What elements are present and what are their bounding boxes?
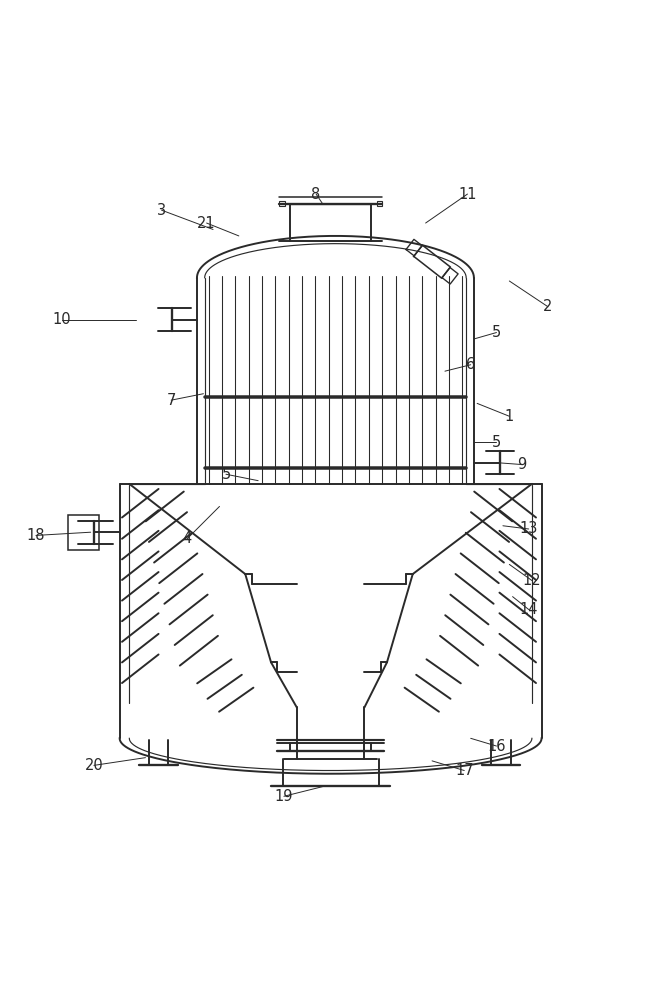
Text: 16: 16 xyxy=(487,739,506,754)
Text: 10: 10 xyxy=(53,312,71,327)
Text: 21: 21 xyxy=(197,216,216,231)
Text: 18: 18 xyxy=(27,528,45,543)
Text: 13: 13 xyxy=(519,521,538,536)
Text: 7: 7 xyxy=(166,393,176,408)
Text: 2: 2 xyxy=(544,299,553,314)
Text: 5: 5 xyxy=(221,467,230,482)
Text: 9: 9 xyxy=(518,457,527,472)
Text: 19: 19 xyxy=(274,789,293,804)
Text: 20: 20 xyxy=(84,758,103,773)
Text: 6: 6 xyxy=(466,357,475,372)
Text: 1: 1 xyxy=(505,409,514,424)
Text: 4: 4 xyxy=(183,531,192,546)
Text: 12: 12 xyxy=(522,573,542,588)
Text: 5: 5 xyxy=(492,325,501,340)
Text: 3: 3 xyxy=(157,203,166,218)
Bar xyxy=(280,201,284,206)
Text: 17: 17 xyxy=(455,763,474,778)
Bar xyxy=(68,515,99,550)
Bar xyxy=(376,201,382,206)
Text: 8: 8 xyxy=(311,187,320,202)
Text: 5: 5 xyxy=(492,435,501,450)
Text: 11: 11 xyxy=(458,187,477,202)
Text: 14: 14 xyxy=(519,602,538,617)
